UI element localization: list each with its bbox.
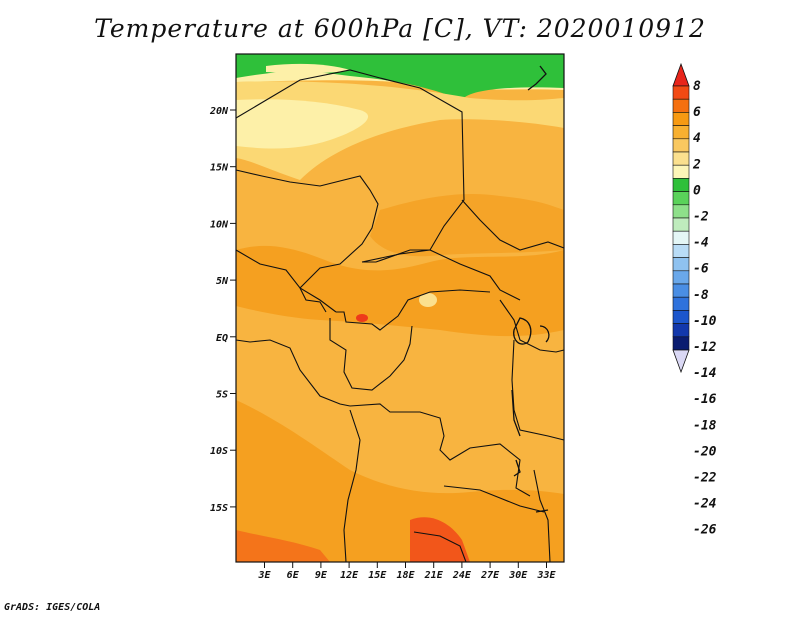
colorbar-label: -2: [693, 210, 709, 225]
lon-tick-label: 6E: [287, 570, 300, 581]
colorbar-label: 2: [692, 157, 701, 172]
colorbar-label: -8: [693, 288, 709, 303]
colorbar-swatch: [672, 310, 690, 324]
colorbar-swatch: [672, 204, 690, 219]
lon-tick-label: 3E: [257, 570, 271, 581]
colorbar-top-arrow: [672, 62, 690, 87]
lat-tick-label: EQ: [216, 333, 228, 344]
lon-tick-label: 18E: [396, 570, 415, 581]
colorbar-label: -16: [693, 392, 717, 407]
colorbar-swatch: [672, 151, 690, 166]
colorbar-swatch: [672, 178, 690, 192]
colorbar-label: -10: [693, 314, 717, 329]
colorbar-swatch: [672, 270, 690, 285]
colorbar-swatch: [672, 230, 690, 245]
colorbar-label: 0: [693, 183, 701, 198]
colorbar-swatch: [672, 191, 690, 206]
colorbar-swatch: [672, 85, 690, 100]
colorbar-label: -6: [693, 262, 709, 277]
colorbar-label: -24: [693, 497, 717, 512]
colorbar-label: -12: [693, 340, 717, 355]
lat-tick-label: 10S: [210, 446, 228, 457]
lat-tick-label: 15S: [210, 503, 228, 514]
lon-tick-label: 21E: [424, 570, 444, 581]
colorbar: [672, 62, 690, 374]
country-boundaries: [235, 69, 565, 563]
colorbar-swatch: [672, 138, 690, 153]
colorbar-swatch: [672, 244, 690, 258]
colorbar-label: -26: [693, 523, 717, 538]
colorbar-swatch: [672, 164, 690, 179]
latitude-axis: 20N 15N 10N 5N EQ 5S 10S 15S: [209, 106, 236, 514]
lat-tick-label: 15N: [210, 163, 229, 174]
colorbar-label: -22: [693, 471, 717, 486]
colorbar-label: 6: [693, 105, 701, 120]
colorbar-swatch: [672, 296, 690, 311]
colorbar-swatch: [672, 283, 690, 298]
grads-credit: GrADS: IGES/COLA: [4, 602, 101, 613]
colorbar-label: 8: [693, 79, 701, 94]
colorbar-swatch: [672, 257, 690, 272]
lat-tick-label: 10N: [210, 219, 229, 230]
map-frame: [235, 53, 565, 563]
map-title: Temperature at 600hPa [C], VT: 202001091…: [94, 14, 706, 43]
colorbar-label: -20: [693, 444, 717, 459]
colorbar-label: -4: [693, 236, 709, 251]
colorbar-swatch: [672, 98, 690, 113]
colorbar-bottom-arrow: [672, 349, 690, 374]
lat-tick-label: 5S: [216, 390, 228, 401]
longitude-axis: 3E 6E 9E 12E 15E 18E 21E 24E 27E 30E 33E: [257, 562, 557, 581]
colorbar-swatch: [672, 125, 690, 140]
lon-tick-label: 15E: [368, 570, 387, 581]
lat-tick-label: 20N: [209, 106, 229, 117]
colorbar-label: 4: [693, 131, 701, 146]
lon-tick-label: 12E: [340, 570, 359, 581]
temperature-field: [236, 54, 564, 562]
colorbar-swatch: [672, 112, 690, 126]
lakes: [511, 65, 550, 513]
colorbar-label: -14: [693, 366, 717, 381]
lon-tick-label: 30E: [508, 570, 528, 581]
colorbar-swatch: [672, 217, 690, 232]
colorbar-label: -18: [693, 418, 717, 433]
colorbar-swatch: [672, 336, 690, 351]
lon-tick-label: 9E: [315, 570, 328, 581]
lon-tick-label: 33E: [536, 570, 556, 581]
lon-tick-label: 24E: [452, 570, 472, 581]
colorbar-swatch: [672, 323, 690, 338]
colorbar-labels: 8 6 4 2 0 -2 -4 -6 -8 -10 -12 -14 -16 -18 -20 -22 -24 -26: [692, 79, 717, 538]
lon-tick-label: 27E: [480, 570, 500, 581]
lat-tick-label: 5N: [216, 276, 229, 287]
